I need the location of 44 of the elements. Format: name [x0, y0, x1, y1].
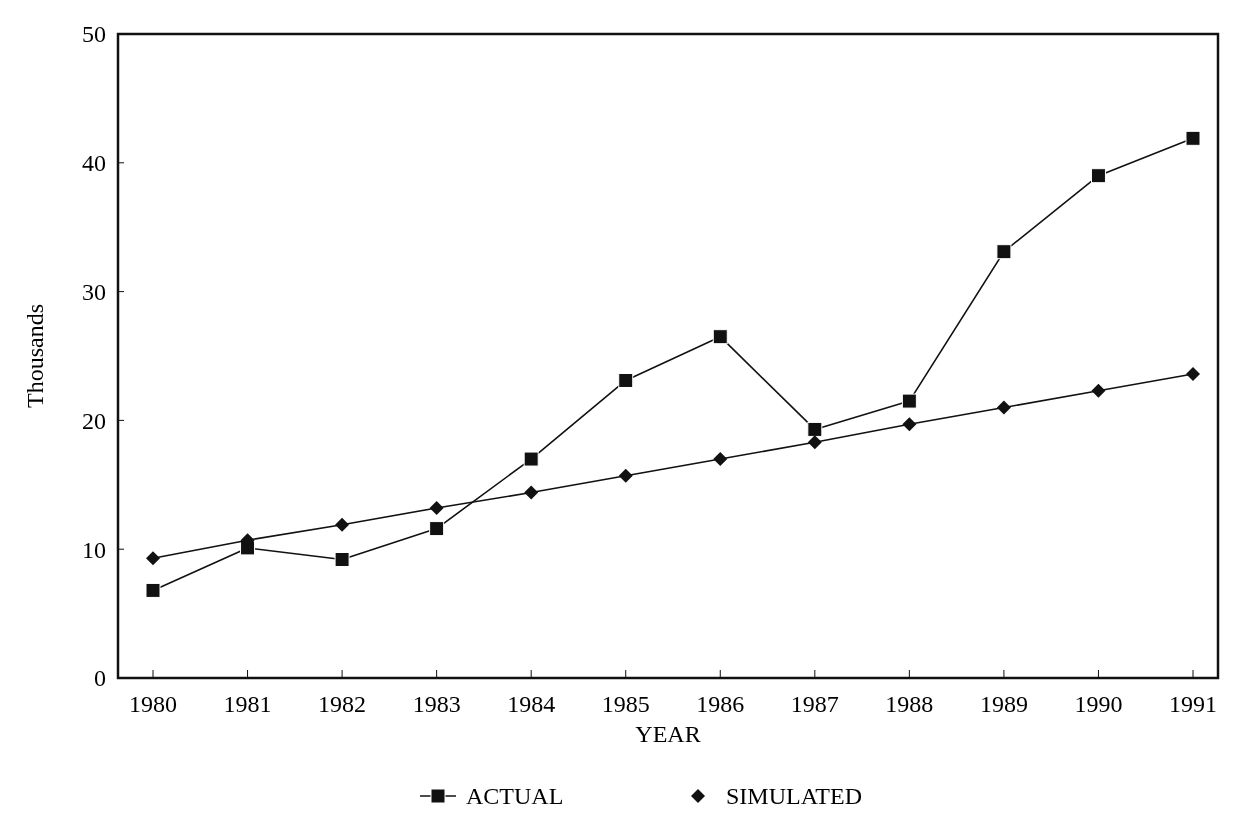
y-tick-label: 20	[82, 407, 106, 434]
y-tick-label: 50	[82, 21, 106, 48]
x-tick-label: 1986	[696, 691, 745, 717]
y-tick-label: 30	[82, 279, 106, 305]
x-tick-label: 1981	[223, 691, 272, 717]
x-tick-label: 1983	[412, 691, 461, 717]
point	[713, 452, 728, 467]
point	[1090, 168, 1106, 184]
point	[807, 421, 823, 437]
point	[145, 582, 161, 598]
point	[1091, 383, 1106, 398]
x-tick-label: 1980	[129, 691, 177, 717]
x-tick-label: 1987	[790, 691, 839, 717]
x-tick-label: 1984	[507, 691, 556, 717]
x-tick-label: 1985	[601, 691, 650, 717]
point	[335, 517, 350, 532]
x-tick-label: 1989	[979, 691, 1028, 717]
point	[334, 552, 350, 567]
point	[523, 451, 539, 467]
x-tick-label: 1991	[1169, 691, 1217, 717]
legend-label: SIMULATED	[726, 783, 862, 810]
y-tick-label: 0	[94, 665, 106, 692]
point	[524, 485, 539, 500]
point	[618, 468, 633, 483]
y-tick-label: 40	[82, 150, 106, 177]
point	[1186, 367, 1200, 382]
y-axis-title: Thousands	[22, 304, 48, 408]
x-axis-title: YEAR	[635, 721, 701, 747]
point	[807, 435, 822, 450]
point	[1185, 130, 1201, 146]
point	[996, 244, 1012, 260]
point	[429, 500, 444, 515]
point	[618, 372, 634, 388]
point	[146, 551, 160, 566]
point	[902, 417, 917, 432]
point	[996, 400, 1011, 415]
point	[712, 329, 728, 345]
y-tick-label: 10	[82, 536, 106, 563]
x-tick-label: 1988	[885, 691, 934, 717]
point	[901, 393, 917, 409]
x-tick-label: 1982	[318, 691, 367, 717]
x-tick-label: 1990	[1074, 691, 1123, 717]
point	[429, 521, 445, 537]
legend-label: ACTUAL	[466, 783, 564, 810]
